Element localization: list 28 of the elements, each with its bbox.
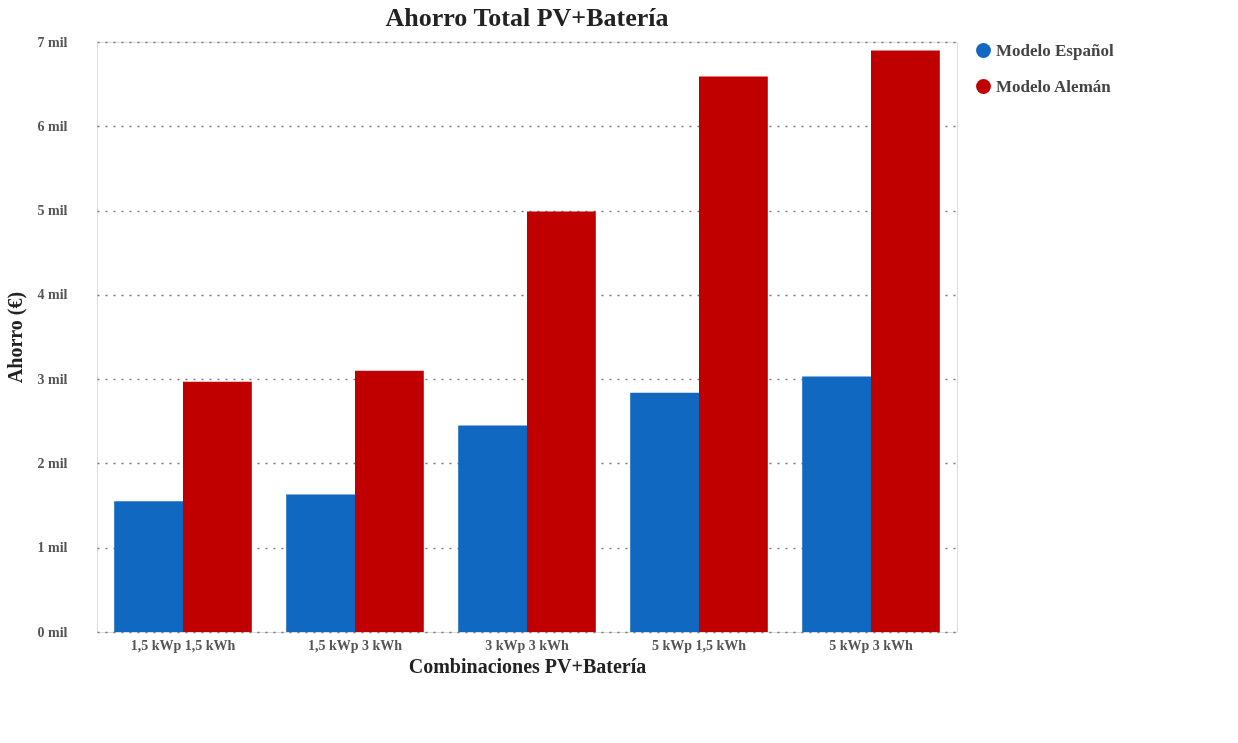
y-tick-label: 5 mil: [37, 203, 68, 219]
y-tick-label: 6 mil: [37, 118, 68, 134]
x-tick-label: 5 kWp 3 kWh: [829, 637, 914, 653]
bar: [286, 494, 355, 632]
x-tick-label: 1,5 kWp 1,5 kWh: [130, 637, 236, 653]
bar: [183, 381, 252, 632]
x-tick-label: 1,5 kWp 3 kWh: [307, 637, 403, 653]
bar: [871, 50, 940, 632]
y-axis-title: Ahorro (€): [3, 291, 27, 384]
bar: [114, 501, 183, 632]
x-axis-title: Combinaciones PV+Batería: [408, 654, 647, 677]
legend-label: Modelo Español: [996, 40, 1114, 60]
bar: [630, 392, 699, 632]
chart-title: Ahorro Total PV+Batería: [385, 3, 669, 32]
bar: [458, 425, 527, 632]
bar: [699, 76, 768, 632]
y-tick-label: 3 mil: [37, 371, 68, 387]
y-tick-label: 2 mil: [37, 455, 68, 471]
y-tick-label: 4 mil: [37, 287, 68, 303]
x-tick-label: 3 kWp 3 kWh: [485, 637, 570, 653]
bar: [355, 370, 424, 632]
x-tick-label: 5 kWp 1,5 kWh: [651, 637, 747, 653]
legend-label: Modelo Alemán: [996, 76, 1112, 96]
y-tick-label: 7 mil: [37, 34, 68, 50]
bar: [802, 376, 871, 632]
bar: [527, 211, 596, 632]
y-tick-label: 1 mil: [37, 540, 68, 556]
y-tick-label: 0 mil: [37, 624, 68, 640]
